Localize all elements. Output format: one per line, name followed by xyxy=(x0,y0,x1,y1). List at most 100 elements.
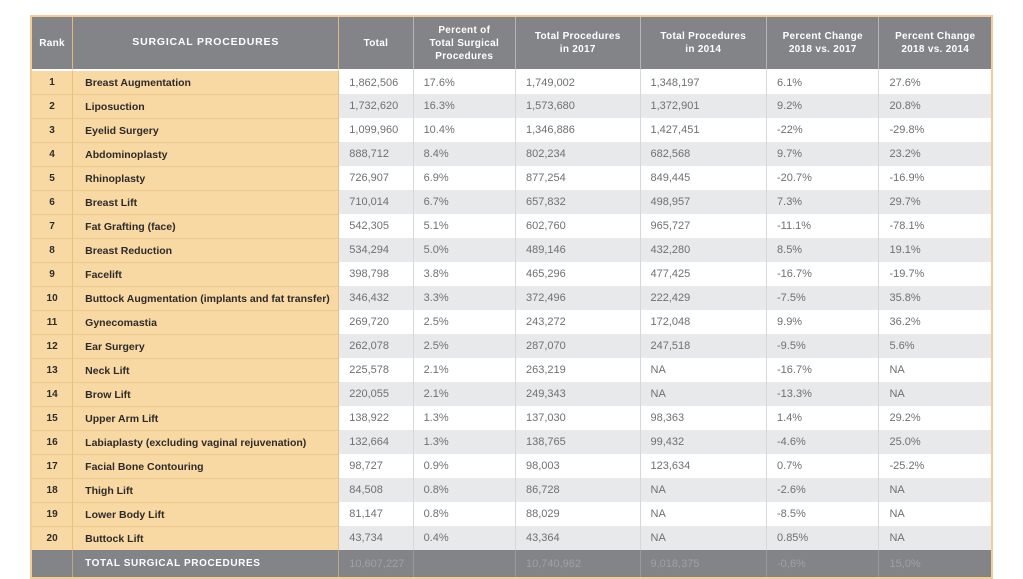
percent-of-total-cell: 2.1% xyxy=(412,382,515,406)
percent-change-2014-cell: 23.2% xyxy=(878,142,991,166)
total-2014-cell: NA xyxy=(639,358,767,382)
table-row: 9 Facelift 398,798 3.8% 465,296 477,425 -16.7%… xyxy=(32,262,991,286)
total-2014-cell: 965,727 xyxy=(639,214,767,238)
total-2014-cell: 432,280 xyxy=(639,238,767,262)
total-cell: 888,712 xyxy=(338,142,413,166)
column-header-surgical-procedures: SURGICAL PROCEDURES xyxy=(72,17,339,71)
procedure-cell: Lower Body Lift xyxy=(72,502,339,526)
table-row: 16 Labiaplasty (excluding vaginal rejuven… xyxy=(32,430,991,454)
procedure-cell: Facial Bone Contouring xyxy=(72,454,339,478)
total-2017-cell: 88,029 xyxy=(514,502,640,526)
percent-change-2014-cell: 29.7% xyxy=(878,190,991,214)
procedure-cell: Gynecomastia xyxy=(72,310,339,334)
percent-of-total-cell: 1.3% xyxy=(412,430,515,454)
total-cell: 220,055 xyxy=(338,382,413,406)
total-cell: 98,727 xyxy=(338,454,413,478)
total-2014-cell: 98,363 xyxy=(639,406,767,430)
rank-cell: 3 xyxy=(32,118,73,142)
percent-change-2014-cell: -19.7% xyxy=(878,262,991,286)
percent-of-total-cell: 6.7% xyxy=(412,190,515,214)
percent-change-2017-cell: 9.9% xyxy=(766,310,879,334)
percent-of-total-cell: 2.5% xyxy=(412,334,515,358)
total-percent-change-2014-cell: 15,0% xyxy=(878,550,991,577)
total-2017-cell: 43,364 xyxy=(514,526,640,550)
rank-cell: 1 xyxy=(32,71,73,94)
rank-cell: 11 xyxy=(32,310,73,334)
percent-change-2014-cell: NA xyxy=(878,502,991,526)
percent-of-total-cell: 2.5% xyxy=(412,310,515,334)
rank-cell: 20 xyxy=(32,526,73,550)
table-row: 14 Brow Lift 220,055 2.1% 249,343 NA -13.3% NA xyxy=(32,382,991,406)
total-2014-cell: NA xyxy=(639,502,767,526)
total-total-cell: 10,607,227 xyxy=(338,550,413,577)
total-2017-cell: 657,832 xyxy=(514,190,640,214)
table-row: 20 Buttock Lift 43,734 0.4% 43,364 NA 0.85% NA xyxy=(32,526,991,550)
total-2017-cell: 137,030 xyxy=(514,406,640,430)
percent-of-total-cell: 6.9% xyxy=(412,166,515,190)
percent-of-total-cell: 0.9% xyxy=(412,454,515,478)
table-row: 6 Breast Lift 710,014 6.7% 657,832 498,957 7.3… xyxy=(32,190,991,214)
procedure-cell: Eyelid Surgery xyxy=(72,118,339,142)
procedure-cell: Ear Surgery xyxy=(72,334,339,358)
total-2017-cell: 98,003 xyxy=(514,454,640,478)
rank-cell: 13 xyxy=(32,358,73,382)
total-2017-cell: 10,740,962 xyxy=(514,550,640,577)
percent-change-2014-cell: 19.1% xyxy=(878,238,991,262)
total-2014-cell: 123,634 xyxy=(639,454,767,478)
percent-change-2017-cell: -8.5% xyxy=(766,502,879,526)
percent-change-2017-cell: 6.1% xyxy=(766,71,879,94)
percent-change-2017-cell: -4.6% xyxy=(766,430,879,454)
percent-change-2014-cell: -29.8% xyxy=(878,118,991,142)
percent-of-total-cell: 0.4% xyxy=(412,526,515,550)
total-2014-cell: 172,048 xyxy=(639,310,767,334)
total-2014-cell: NA xyxy=(639,478,767,502)
total-percent-change-2017-cell: -0,6% xyxy=(766,550,879,577)
total-2017-cell: 1,573,680 xyxy=(514,94,640,118)
percent-change-2017-cell: 9.7% xyxy=(766,142,879,166)
percent-change-2017-cell: 1.4% xyxy=(766,406,879,430)
total-cell: 1,099,960 xyxy=(338,118,413,142)
procedure-cell: Buttock Lift xyxy=(72,526,339,550)
table-row: 3 Eyelid Surgery 1,099,960 10.4% 1,346,886 1,… xyxy=(32,118,991,142)
total-cell: 1,862,506 xyxy=(338,71,413,94)
total-2014-cell: 682,568 xyxy=(639,142,767,166)
percent-change-2014-cell: 25.0% xyxy=(878,430,991,454)
percent-change-2017-cell: -22% xyxy=(766,118,879,142)
percent-change-2014-cell: 29.2% xyxy=(878,406,991,430)
percent-of-total-cell: 2.1% xyxy=(412,358,515,382)
header-row: Rank SURGICAL PROCEDURES Total Percent o… xyxy=(32,17,991,71)
total-rank-cell xyxy=(32,550,73,577)
total-2014-cell: 498,957 xyxy=(639,190,767,214)
procedure-cell: Breast Augmentation xyxy=(72,71,339,94)
surgical-procedures-table: Rank SURGICAL PROCEDURES Total Percent o… xyxy=(30,15,993,579)
procedure-cell: Brow Lift xyxy=(72,382,339,406)
table-row: 7 Fat Grafting (face) 542,305 5.1% 602,760 96… xyxy=(32,214,991,238)
procedure-cell: Breast Reduction xyxy=(72,238,339,262)
percent-change-2014-cell: -78.1% xyxy=(878,214,991,238)
total-cell: 542,305 xyxy=(338,214,413,238)
rank-cell: 5 xyxy=(32,166,73,190)
procedure-cell: Thigh Lift xyxy=(72,478,339,502)
percent-change-2014-cell: -25.2% xyxy=(878,454,991,478)
percent-change-2017-cell: 7.3% xyxy=(766,190,879,214)
column-header-percent-change-2017: Percent Change 2018 vs. 2017 xyxy=(766,17,879,71)
percent-of-total-cell: 5.1% xyxy=(412,214,515,238)
procedure-cell: Upper Arm Lift xyxy=(72,406,339,430)
total-2014-cell: 247,518 xyxy=(639,334,767,358)
table-row: 8 Breast Reduction 534,294 5.0% 489,146 432,2… xyxy=(32,238,991,262)
total-cell: 138,922 xyxy=(338,406,413,430)
column-header-rank: Rank xyxy=(32,17,73,71)
procedure-cell: Facelift xyxy=(72,262,339,286)
procedure-cell: Neck Lift xyxy=(72,358,339,382)
total-2014-cell: 1,372,901 xyxy=(639,94,767,118)
total-cell: 346,432 xyxy=(338,286,413,310)
total-2017-cell: 243,272 xyxy=(514,310,640,334)
total-cell: 726,907 xyxy=(338,166,413,190)
procedure-cell: Liposuction xyxy=(72,94,339,118)
total-2014-cell: 99,432 xyxy=(639,430,767,454)
table-row: 11 Gynecomastia 269,720 2.5% 243,272 172,048 9… xyxy=(32,310,991,334)
percent-change-2014-cell: 36.2% xyxy=(878,310,991,334)
total-2014-cell: 9,018,375 xyxy=(639,550,767,577)
procedure-cell: Fat Grafting (face) xyxy=(72,214,339,238)
column-header-total: Total xyxy=(338,17,413,71)
